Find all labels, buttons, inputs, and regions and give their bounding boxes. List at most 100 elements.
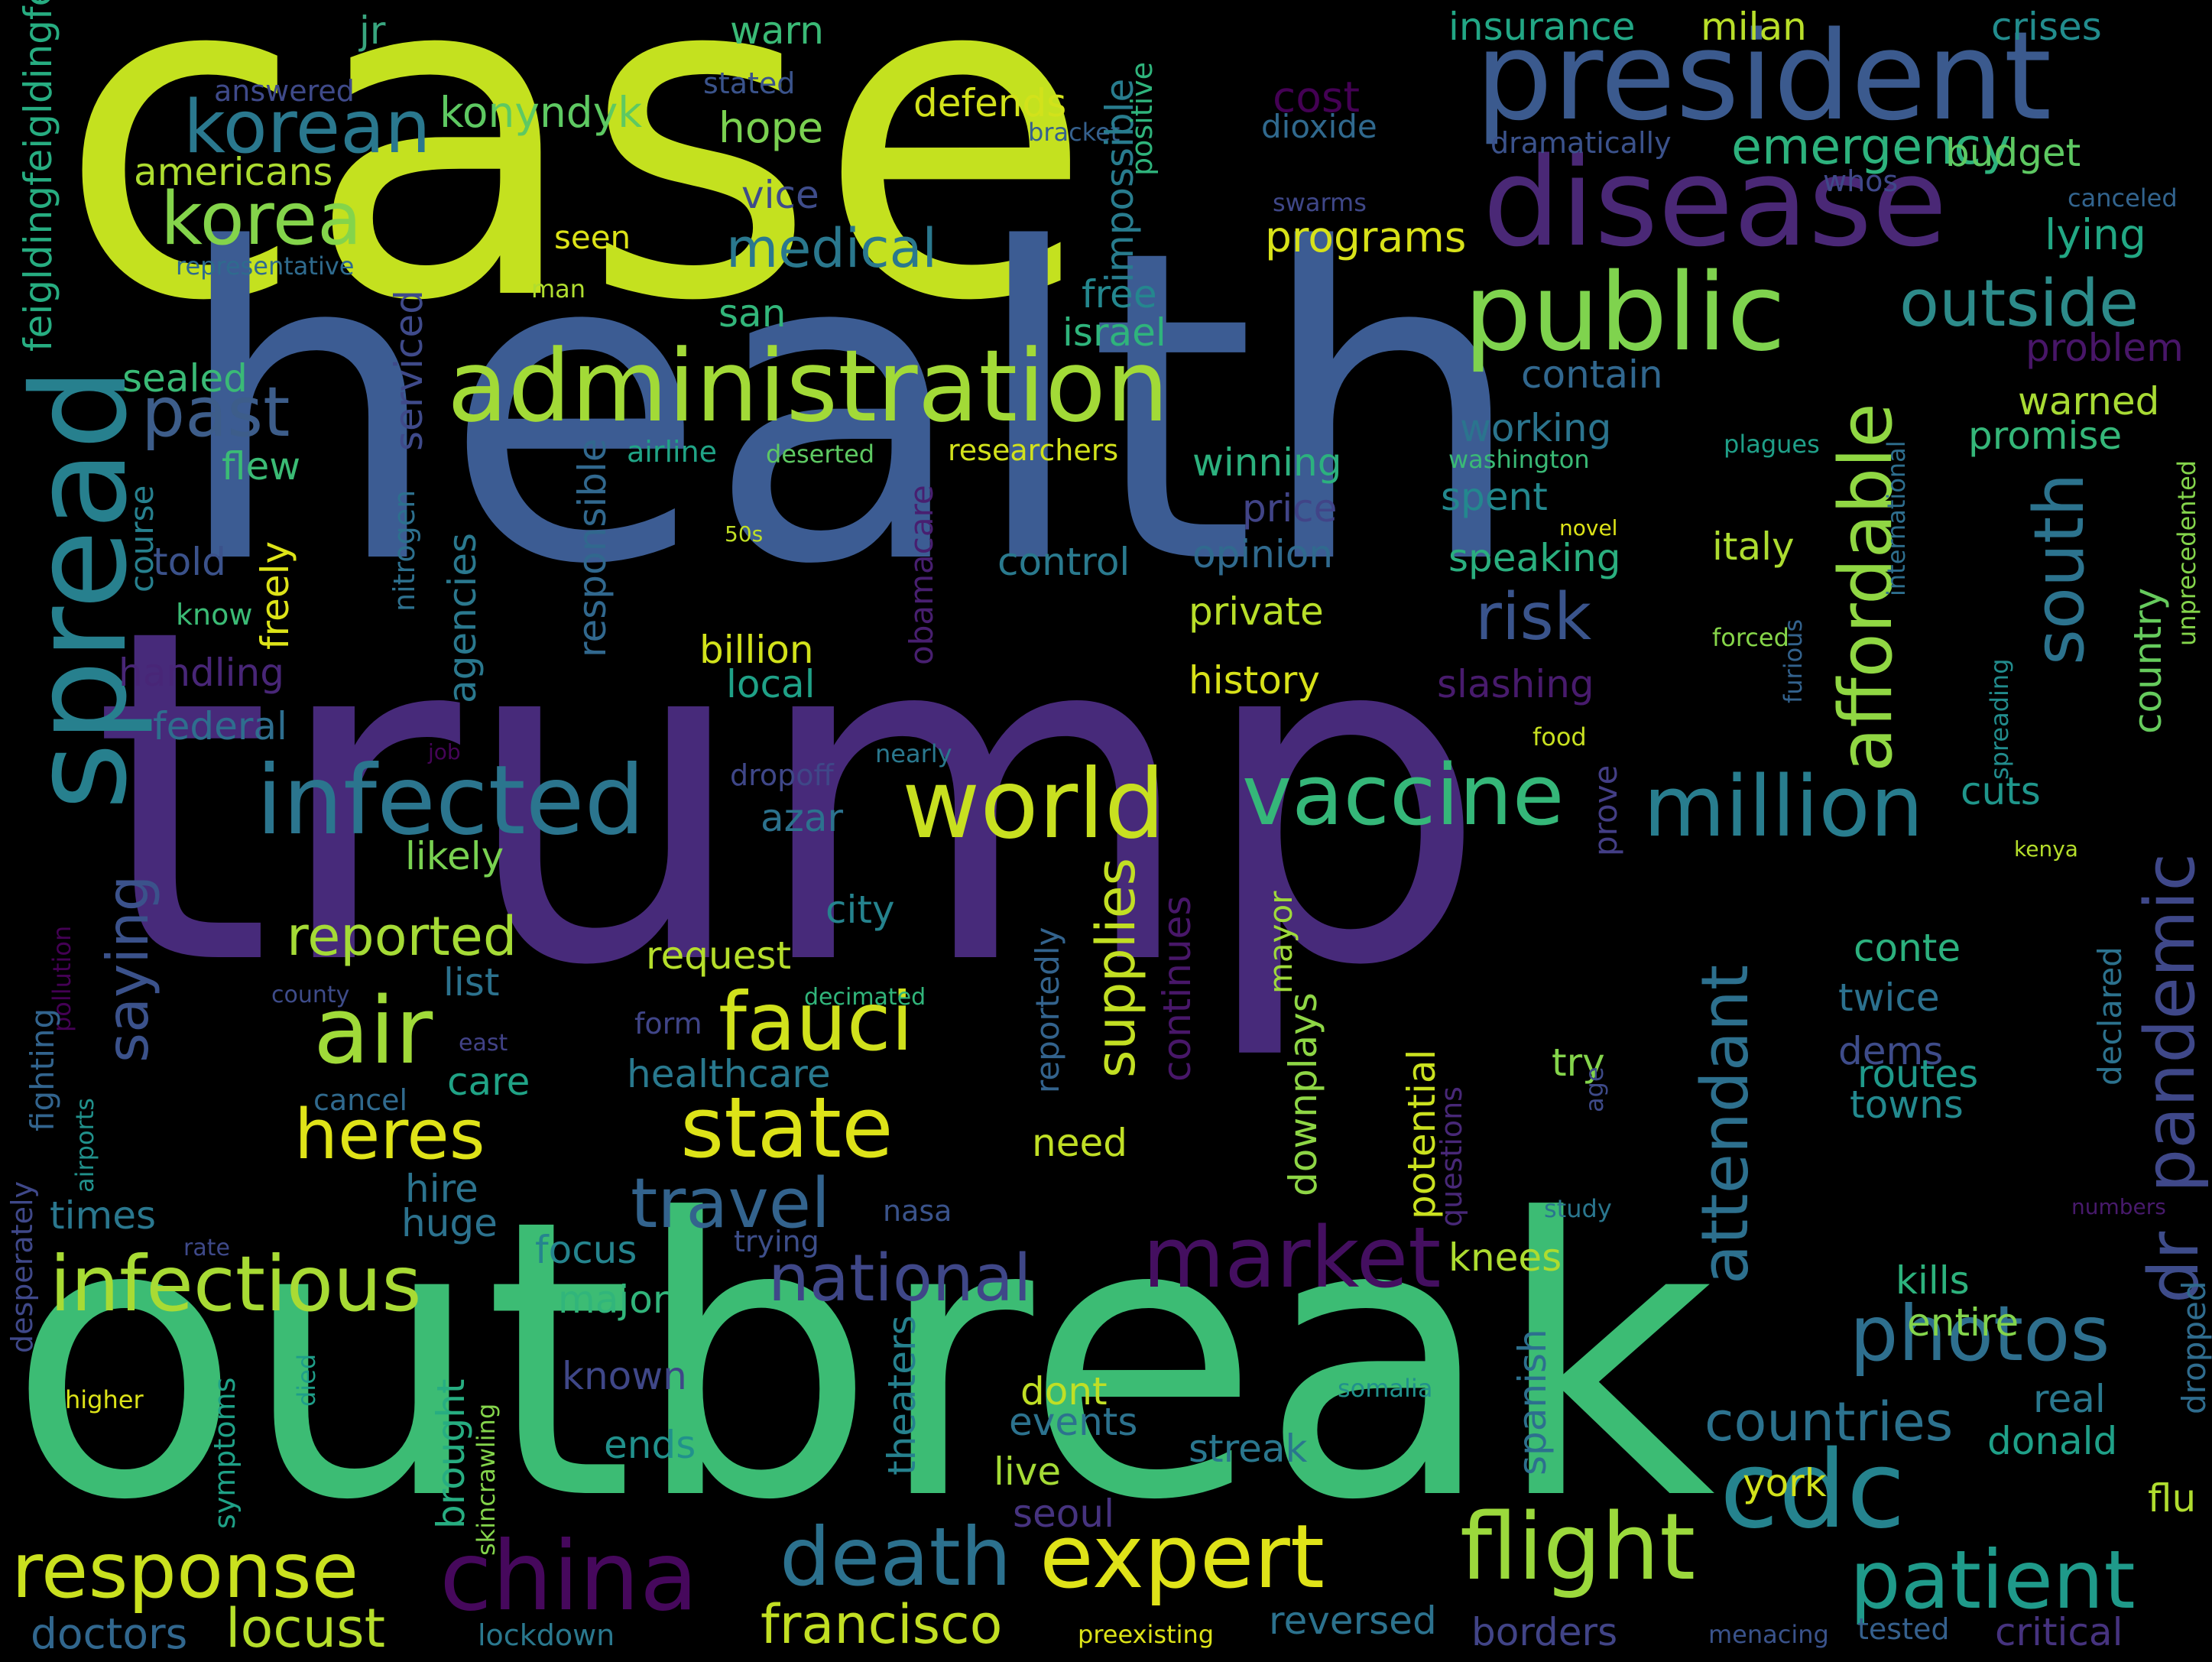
word: hire xyxy=(405,1167,478,1211)
word: private xyxy=(1189,589,1324,634)
word: fauci xyxy=(718,975,913,1069)
word: israel xyxy=(1062,310,1166,355)
word: higher xyxy=(65,1385,144,1414)
word: declared xyxy=(2091,946,2129,1086)
word: kills xyxy=(1896,1258,1970,1303)
word: winning xyxy=(1192,440,1342,485)
word: age xyxy=(1580,1066,1609,1112)
word: expert xyxy=(1040,1506,1325,1608)
word: stated xyxy=(703,67,796,100)
word: huge xyxy=(401,1201,498,1245)
word: pandemic xyxy=(2130,853,2210,1193)
word: national xyxy=(768,1241,1032,1316)
word: tested xyxy=(1857,1612,1950,1646)
word: healthcare xyxy=(627,1052,831,1096)
word: downplays xyxy=(1281,992,1325,1196)
word: bracket xyxy=(1028,118,1121,147)
word: spanish xyxy=(1510,1329,1555,1475)
word: need xyxy=(1032,1121,1127,1165)
word: dropped xyxy=(2175,1281,2212,1414)
word: sealed xyxy=(122,356,248,401)
word: knees xyxy=(1448,1235,1562,1280)
word: man xyxy=(531,274,586,304)
word: americans xyxy=(134,150,333,194)
word: public xyxy=(1464,251,1786,375)
word: infected xyxy=(256,745,645,856)
word: city xyxy=(825,888,895,932)
word: 50s xyxy=(725,521,764,547)
word: continues xyxy=(1155,895,1199,1082)
word: past xyxy=(141,372,290,453)
word: administration xyxy=(447,328,1169,444)
word: response xyxy=(11,1526,359,1615)
word: job xyxy=(428,739,461,764)
word: flu xyxy=(2148,1476,2197,1521)
word: million xyxy=(1643,758,1924,855)
word: attendant xyxy=(1688,964,1763,1284)
word: warned xyxy=(2018,379,2160,424)
word: outbreak xyxy=(8,1138,1716,1583)
word: federal xyxy=(153,704,287,748)
word: president xyxy=(1475,5,2052,148)
word: airports xyxy=(70,1098,99,1193)
word: menacing xyxy=(1708,1620,1829,1649)
word: feigldingfeigldingfeigl xyxy=(16,0,60,352)
word: outside xyxy=(1899,266,2139,342)
word: desperately xyxy=(5,1180,39,1353)
word: known xyxy=(562,1354,687,1398)
word: decimated xyxy=(804,984,926,1011)
word: azar xyxy=(761,796,844,840)
word: history xyxy=(1189,658,1320,703)
word: trying xyxy=(734,1225,819,1258)
word: billion xyxy=(699,628,814,672)
word: problem xyxy=(2026,326,2184,370)
word: price xyxy=(1242,486,1338,531)
word: spreading xyxy=(1985,658,2014,780)
word: preexisting xyxy=(1078,1620,1215,1649)
word: local xyxy=(726,662,816,706)
word: death xyxy=(780,1511,1012,1604)
word: responsible xyxy=(570,438,615,657)
word: health xyxy=(172,160,1527,658)
word: china xyxy=(439,1521,699,1632)
word: flew xyxy=(222,444,301,489)
word: control xyxy=(997,540,1130,584)
word: positive xyxy=(1125,61,1159,176)
word: seoul xyxy=(1013,1492,1114,1536)
word: told xyxy=(153,540,226,584)
word: italy xyxy=(1712,524,1795,569)
word: heres xyxy=(294,1095,485,1175)
word: milan xyxy=(1701,5,1807,49)
word: events xyxy=(1009,1400,1138,1444)
word: promise xyxy=(1968,414,2123,458)
word: reversed xyxy=(1269,1599,1437,1643)
word: theaters xyxy=(880,1315,924,1475)
word: cdc xyxy=(1720,1428,1905,1553)
word: nitrogen xyxy=(388,489,421,612)
word: freely xyxy=(253,540,297,650)
word: handling xyxy=(118,651,284,695)
word: nasa xyxy=(883,1194,952,1228)
word: dropoff xyxy=(730,758,834,792)
word: trump xyxy=(92,531,1489,1066)
word: travel xyxy=(631,1164,831,1244)
word: cuts xyxy=(1961,769,2041,813)
word: photos xyxy=(1850,1289,2110,1378)
word: flight xyxy=(1460,1495,1696,1601)
word: critical xyxy=(1995,1610,2123,1654)
word: ends xyxy=(604,1423,696,1467)
word: kenya xyxy=(2014,836,2078,862)
word: died xyxy=(292,1353,321,1407)
word: numbers xyxy=(2071,1194,2166,1219)
word: streak xyxy=(1189,1427,1308,1471)
word: reported xyxy=(287,905,517,968)
word: form xyxy=(634,1007,702,1040)
word: conte xyxy=(1854,926,1961,970)
word: disease xyxy=(1483,131,1948,274)
word: seen xyxy=(554,219,631,256)
word: saying xyxy=(94,875,161,1063)
word: korean xyxy=(183,86,431,170)
word: supplies xyxy=(1085,857,1147,1078)
word: vice xyxy=(741,173,819,217)
word: speaking xyxy=(1448,536,1621,580)
